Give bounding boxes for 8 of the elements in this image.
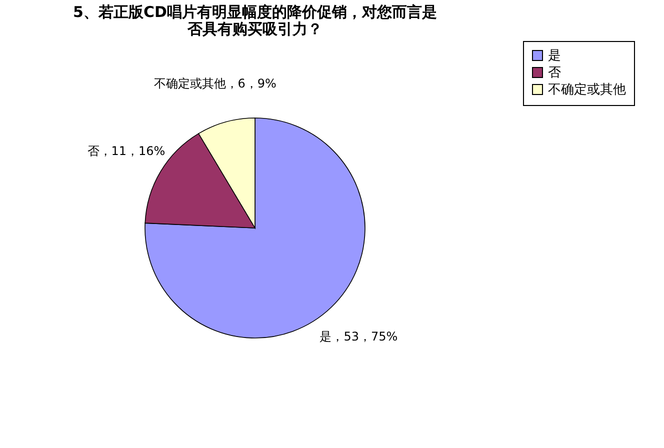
data-label: 否，11，16% — [87, 144, 166, 158]
text: 否具有购买吸引力？ — [188, 20, 322, 38]
data-label: 是，53，75% — [320, 329, 398, 344]
legend-label: 不确定或其他 — [548, 82, 626, 98]
text: 5、若正版CD唱片有明显幅度的降价促销，对您而言是 — [73, 3, 437, 21]
legend-label: 是 — [548, 48, 561, 64]
legend-label: 否 — [548, 66, 561, 80]
data-label: 不确定或其他，6，9% — [154, 76, 276, 90]
